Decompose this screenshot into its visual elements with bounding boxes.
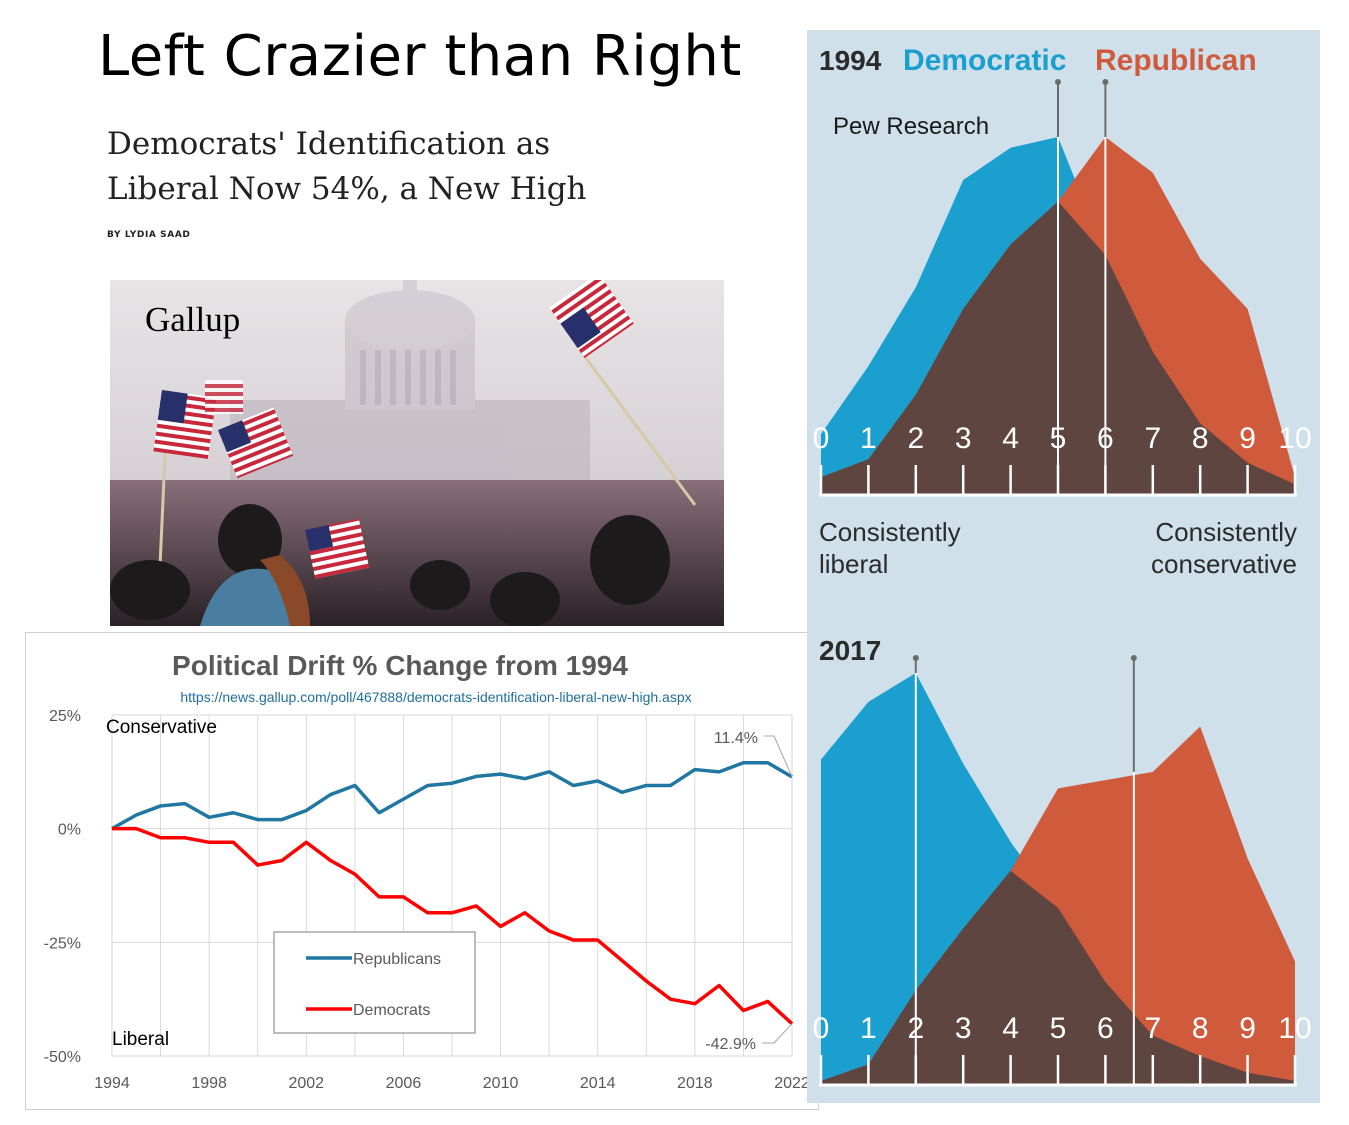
axis-right-label-line2: conservative [1151, 549, 1297, 579]
x-tick-label: 8 [1192, 1012, 1209, 1045]
x-tick-label: 5 [1050, 1012, 1067, 1045]
x-tick-label: 2 [907, 422, 924, 455]
liberal-label: Liberal [112, 1029, 169, 1050]
x-tick-label: 1998 [191, 1075, 227, 1092]
flag-middle-left [205, 380, 294, 479]
x-tick-label: 7 [1144, 422, 1161, 455]
x-tick-label: 2022 [774, 1075, 810, 1092]
y-tick-label: -25% [44, 935, 81, 952]
x-tick-label: 1 [860, 1012, 877, 1045]
year-label: 2017 [819, 635, 881, 666]
capitol-flags-photo: Gallup [110, 280, 724, 626]
x-tick-label: 1 [860, 422, 877, 455]
x-tick-label: 4 [1002, 422, 1019, 455]
axis-left-label: Consistently [819, 517, 961, 547]
x-tick-label: 3 [955, 1012, 972, 1045]
chart-title: Political Drift % Change from 1994 [172, 650, 628, 681]
photo-illustration [110, 280, 724, 626]
x-tick-label: 3 [955, 422, 972, 455]
legend-democratic: Democratic [903, 44, 1066, 77]
chart-source-url[interactable]: https://news.gallup.com/poll/467888/demo… [180, 689, 691, 705]
dem-end-label: -42.9% [705, 1036, 756, 1053]
x-tick-label: 8 [1192, 422, 1209, 455]
scarf [260, 555, 310, 626]
article-headline-line1: Democrats' Identification as [107, 126, 551, 162]
y-tick-label: 25% [49, 708, 81, 725]
article-headline: Democrats' Identification as Liberal Now… [107, 122, 607, 212]
y-tick-label: -50% [44, 1049, 81, 1066]
drift-chart-svg: Political Drift % Change from 1994 https… [44, 650, 810, 1092]
x-tick-label: 1994 [94, 1075, 130, 1092]
dem-leader-line [762, 1023, 793, 1044]
x-tick-label: 4 [1002, 1012, 1019, 1045]
pew-research-panel: 0 1 2 3 4 5 6 7 8 9 10 1994 0 1 2 3 4 5 6 7 8 9 10 2017 Democrat… [807, 30, 1320, 1103]
crowd-heads [110, 504, 670, 626]
x-tick-label: 10 [1278, 1012, 1311, 1045]
x-tick-label: 9 [1239, 1012, 1256, 1045]
rep-leader-line [764, 735, 793, 778]
median-marker [1102, 79, 1109, 85]
legend-republicans: Republicans [353, 951, 441, 968]
rep-end-label: 11.4% [714, 730, 758, 747]
legend-democrats: Democrats [353, 1002, 430, 1019]
conservative-label: Conservative [106, 717, 217, 738]
median-marker [912, 655, 919, 661]
series-line-democrats [112, 826, 794, 1026]
x-tick-label: 2010 [483, 1075, 519, 1092]
median-marker [1055, 79, 1061, 85]
flag-bottom [304, 518, 370, 579]
x-tick-label: 6 [1097, 1012, 1114, 1045]
photo-caption: Gallup [145, 300, 241, 339]
x-tick-label: 10 [1278, 422, 1311, 455]
flag-top-right [549, 280, 697, 506]
year-label: 1994 [819, 45, 882, 76]
x-tick-label: 7 [1144, 1012, 1161, 1045]
x-tick-label: 2002 [288, 1075, 324, 1092]
article-headline-line2: Liberal Now 54%, a New High [107, 171, 587, 207]
legend-republican: Republican [1095, 44, 1257, 77]
overlap-area [821, 870, 1295, 1085]
series-line-republicans [111, 760, 793, 831]
x-tick-label: 0 [813, 1012, 830, 1045]
slide-title: Left Crazier than Right [98, 24, 742, 89]
axis-right-label: Consistently [1155, 517, 1297, 547]
chart-legend: Republicans Democrats [273, 931, 476, 1034]
x-tick-label: 2014 [580, 1075, 616, 1092]
capitol-building [230, 280, 590, 510]
axis-left-label-line2: liberal [819, 549, 888, 579]
x-tick-label: 9 [1239, 422, 1256, 455]
x-tick-label: 0 [813, 422, 830, 455]
x-tick-label: 2006 [386, 1075, 422, 1092]
article-byline: BY LYDIA SAAD [107, 230, 191, 240]
x-tick-label: 2018 [677, 1075, 713, 1092]
y-tick-label: 0% [58, 822, 81, 839]
political-drift-chart: Political Drift % Change from 1994 https… [25, 632, 819, 1110]
median-marker [1130, 655, 1137, 661]
pew-source-label: Pew Research [833, 113, 989, 140]
flag-left [153, 389, 217, 611]
